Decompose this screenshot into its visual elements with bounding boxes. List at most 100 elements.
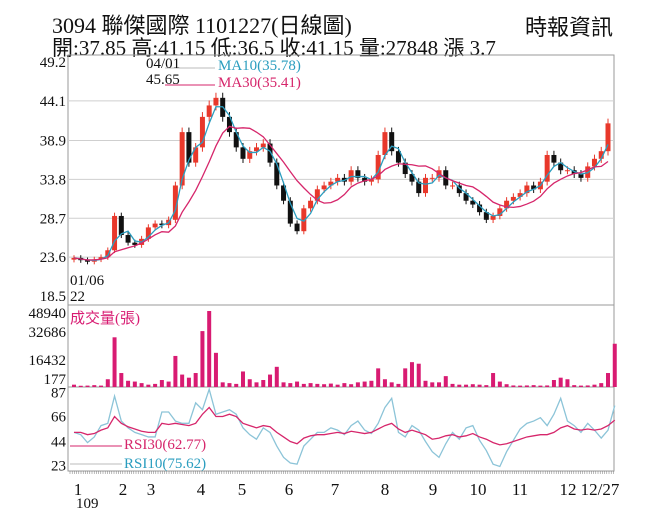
- x-tick-label: 12/27: [581, 480, 620, 499]
- candle-body: [281, 185, 287, 201]
- candle-body: [335, 177, 341, 182]
- volume-bar: [92, 385, 97, 387]
- candle-body: [591, 158, 597, 167]
- volume-bar: [592, 384, 597, 387]
- volume-bar: [369, 380, 374, 387]
- volume-bar: [105, 379, 110, 387]
- candle-body: [301, 208, 307, 232]
- volume-bar: [301, 383, 306, 387]
- candle-body: [247, 151, 253, 159]
- rsi-tick-label: 87: [51, 386, 67, 402]
- low-date-label: 01/06: [70, 273, 105, 289]
- candle-body: [375, 154, 381, 180]
- price-tick-label: 23.6: [40, 250, 67, 266]
- volume-bar: [342, 383, 347, 387]
- volume-bar: [612, 343, 617, 387]
- volume-bar: [504, 384, 509, 387]
- rsi10-line: [73, 387, 616, 468]
- volume-bar: [497, 381, 502, 387]
- volume-bar: [132, 381, 137, 387]
- candle-body: [517, 193, 523, 197]
- candle-body: [314, 189, 320, 201]
- candle-body: [85, 260, 91, 262]
- price-tick-label: 49.2: [40, 55, 66, 71]
- candle-body: [524, 185, 530, 194]
- volume-bar: [99, 385, 104, 387]
- x-tick-label: 9: [429, 480, 438, 499]
- volume-bar: [464, 384, 469, 387]
- x-tick-label: 4: [197, 480, 206, 499]
- volume-bar: [376, 368, 381, 387]
- volume-bar: [159, 380, 164, 387]
- ma10-legend: MA10(35.78): [218, 58, 301, 74]
- volume-bar: [538, 385, 543, 387]
- price-tick-label: 18.5: [40, 289, 66, 305]
- volume-bar: [565, 379, 570, 387]
- high-date-label: 04/01: [146, 56, 181, 72]
- candle-body: [152, 223, 158, 228]
- volume-bar: [457, 384, 462, 387]
- volume-bar: [416, 363, 421, 387]
- candle-body: [578, 174, 584, 178]
- volume-bar: [606, 373, 610, 387]
- volume-bar: [200, 331, 205, 387]
- volume-bar: [396, 383, 401, 387]
- candle-body: [199, 116, 205, 148]
- candle-body: [450, 185, 456, 187]
- candle-body: [226, 116, 232, 133]
- low-value-label: 22: [70, 289, 85, 305]
- candle-body: [105, 250, 111, 258]
- volume-bar: [524, 385, 529, 387]
- volume-bar: [518, 385, 523, 387]
- volume-bar: [430, 382, 435, 387]
- volume-bar: [585, 385, 590, 387]
- volume-label: 成交量(張): [70, 311, 140, 327]
- candle-body: [294, 223, 300, 232]
- candle-body: [321, 185, 327, 190]
- volume-bar: [78, 385, 83, 387]
- volume-bar: [281, 382, 286, 387]
- price-tick-label: 38.9: [40, 134, 66, 150]
- candle-body: [172, 185, 178, 220]
- candle-body: [470, 200, 476, 205]
- volume-bar: [450, 383, 455, 387]
- candle-body: [71, 257, 77, 260]
- candle-body: [308, 200, 314, 209]
- volume-bar: [355, 382, 360, 387]
- volume-bar: [322, 384, 327, 387]
- volume-bar: [328, 383, 333, 387]
- candle-body: [510, 196, 516, 201]
- volume-bar: [389, 382, 394, 387]
- quote-summary: 開:37.85 高:41.15 低:36.5 收:41.15 量:27848 漲…: [52, 36, 496, 60]
- candle-body: [274, 162, 280, 186]
- price-panel-frame: [67, 54, 615, 306]
- volume-tick-label: 48940: [29, 306, 67, 322]
- price-tick-label: 28.7: [40, 211, 67, 227]
- candle-body: [598, 151, 604, 159]
- volume-bar: [166, 381, 171, 387]
- volume-bar: [423, 380, 428, 387]
- candle-body: [213, 97, 219, 106]
- volume-bar: [484, 385, 489, 387]
- year-label: 109: [76, 496, 99, 512]
- volume-bar: [247, 379, 252, 387]
- price-tick-label: 33.8: [40, 172, 66, 188]
- candle-body: [125, 235, 131, 243]
- x-tick-label: 2: [119, 480, 128, 499]
- candle-body: [368, 179, 374, 182]
- candle-body: [402, 162, 408, 175]
- volume-bar: [261, 380, 266, 387]
- candle-body: [531, 185, 537, 190]
- volume-bar: [443, 376, 448, 387]
- volume-bar: [315, 383, 320, 387]
- volume-bar: [477, 384, 482, 387]
- candle-body: [416, 181, 422, 194]
- high-value-label: 45.65: [146, 72, 180, 88]
- volume-bar: [599, 383, 604, 387]
- candle-body: [463, 193, 469, 201]
- x-tick-label: 7: [331, 480, 340, 499]
- candle-body: [240, 147, 246, 159]
- volume-bar: [193, 373, 198, 387]
